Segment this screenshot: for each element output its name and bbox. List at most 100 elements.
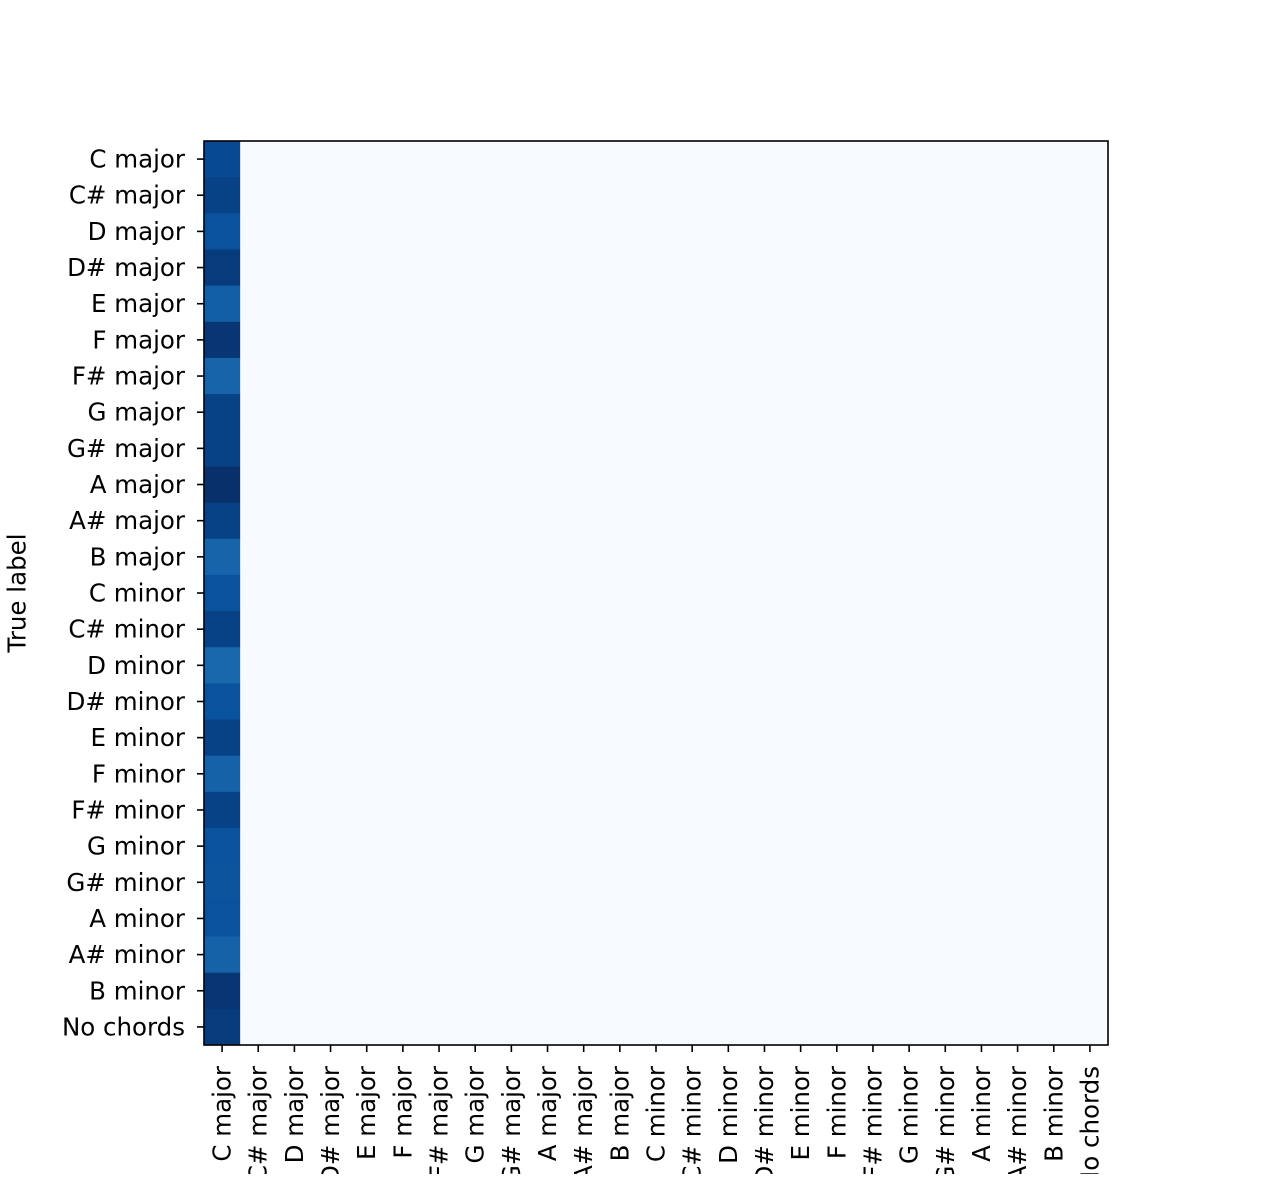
heatmap-cell — [493, 791, 531, 829]
heatmap-cell — [601, 683, 639, 721]
x-tick-label: A# minor — [1003, 1065, 1032, 1174]
heatmap-cell — [1071, 791, 1109, 829]
heatmap-cell — [601, 1008, 639, 1046]
heatmap-cell — [348, 828, 386, 865]
heatmap-cell — [1035, 321, 1073, 359]
heatmap-cell — [384, 466, 422, 504]
heatmap-cell — [312, 683, 350, 721]
x-tick-label: D minor — [714, 1065, 743, 1164]
heatmap-cell — [1035, 502, 1073, 540]
heatmap-cell — [782, 611, 820, 648]
heatmap-cell — [312, 502, 350, 540]
heatmap-cell — [1035, 828, 1073, 865]
heatmap-cell — [420, 791, 458, 829]
heatmap-cell — [240, 321, 277, 359]
heatmap-cell — [674, 574, 711, 612]
heatmap-cell — [674, 141, 711, 178]
heatmap-cell — [746, 357, 784, 395]
heatmap-cell — [276, 321, 314, 359]
heatmap-cell — [457, 972, 494, 1010]
heatmap-cell — [348, 502, 386, 540]
x-tick-label: G major — [461, 1065, 490, 1163]
y-tick-label: G minor — [87, 832, 186, 861]
heatmap-cell — [565, 972, 603, 1010]
heatmap-cell — [384, 683, 422, 721]
heatmap-cell — [637, 719, 675, 757]
heatmap-cell — [276, 719, 314, 757]
heatmap-cell — [674, 647, 711, 684]
heatmap-cell — [1071, 683, 1109, 721]
heatmap-cell — [493, 864, 531, 901]
heatmap-cell — [457, 864, 494, 901]
heatmap-cell — [782, 357, 820, 395]
y-tick-label: D major — [88, 217, 186, 246]
heatmap-cell — [927, 936, 964, 974]
heatmap-cell — [529, 213, 567, 251]
heatmap-cell — [674, 828, 711, 865]
heatmap-cell — [1071, 647, 1109, 684]
heatmap-cell — [891, 141, 928, 178]
heatmap-cell — [384, 936, 422, 974]
heatmap-cell — [420, 213, 458, 251]
heatmap-cell — [637, 249, 675, 287]
heatmap-cell — [999, 321, 1037, 359]
heatmap-cell — [710, 466, 747, 504]
heatmap-cell — [854, 828, 892, 865]
heatmap-cell — [565, 285, 603, 323]
heatmap-cell — [891, 177, 928, 214]
heatmap-cell — [601, 900, 639, 938]
y-tick-label: C minor — [89, 579, 186, 608]
heatmap-cell — [601, 394, 639, 431]
heatmap-cell — [276, 466, 314, 504]
heatmap-cell — [348, 466, 386, 504]
heatmap-cell — [348, 719, 386, 757]
heatmap-cell — [1035, 430, 1073, 468]
heatmap-cell — [746, 177, 784, 214]
heatmap-cell — [637, 466, 675, 504]
heatmap-cell — [674, 177, 711, 214]
heatmap-cell — [601, 502, 639, 540]
heatmap-cell — [312, 430, 350, 468]
heatmap-cell — [420, 828, 458, 865]
heatmap-cell — [999, 864, 1037, 901]
heatmap-cell — [384, 141, 422, 178]
heatmap-cell — [782, 719, 820, 757]
heatmap-cell — [782, 321, 820, 359]
heatmap-cell — [891, 755, 928, 793]
heatmap-cell — [420, 719, 458, 757]
heatmap-cell — [637, 357, 675, 395]
heatmap-cells — [204, 141, 1109, 1046]
heatmap-cell — [457, 466, 494, 504]
heatmap-cell — [746, 321, 784, 359]
heatmap-cell — [457, 791, 494, 829]
heatmap-cell — [565, 357, 603, 395]
x-tick-label: G# major — [497, 1065, 526, 1174]
heatmap-cell — [999, 936, 1037, 974]
x-tick-label: F# minor — [858, 1065, 887, 1174]
x-tick-label: D# minor — [750, 1065, 779, 1174]
heatmap-cell — [637, 828, 675, 865]
y-tick-label: A# major — [69, 506, 186, 535]
heatmap-cell — [565, 502, 603, 540]
heatmap-cell — [348, 1008, 386, 1046]
heatmap-cell — [999, 647, 1037, 684]
heatmap-cell — [276, 1008, 314, 1046]
heatmap-cell — [420, 755, 458, 793]
y-tick-label: G# major — [67, 434, 186, 463]
heatmap-cell — [601, 213, 639, 251]
heatmap-cell — [674, 430, 711, 468]
heatmap-cell — [782, 177, 820, 214]
heatmap-cell — [1035, 719, 1073, 757]
heatmap-cell — [674, 864, 711, 901]
heatmap-cell — [601, 141, 639, 178]
heatmap-cell — [312, 936, 350, 974]
heatmap-cell — [457, 394, 494, 431]
heatmap-cell — [204, 141, 241, 178]
heatmap-cell — [457, 177, 494, 214]
heatmap-cell — [565, 430, 603, 468]
heatmap-cell — [312, 574, 350, 612]
heatmap-cell — [529, 357, 567, 395]
heatmap-cell — [963, 864, 1001, 901]
heatmap-cell — [240, 683, 277, 721]
heatmap-cell — [529, 611, 567, 648]
